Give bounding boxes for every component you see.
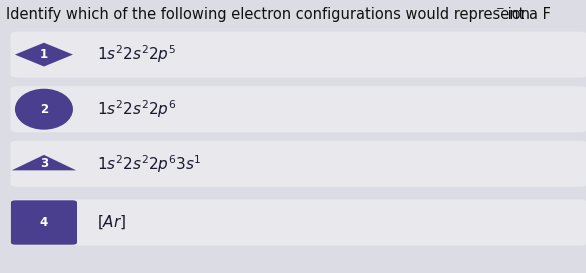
Text: $1s^{2}2s^{2}2p^{6}$: $1s^{2}2s^{2}2p^{6}$ [97,98,176,120]
FancyBboxPatch shape [11,86,586,132]
Text: −: − [496,4,505,14]
Text: $[Ar]$: $[Ar]$ [97,214,126,231]
Text: $1s^{2}2s^{2}2p^{6}3s^{1}$: $1s^{2}2s^{2}2p^{6}3s^{1}$ [97,153,202,175]
Text: 4: 4 [40,216,48,229]
FancyBboxPatch shape [11,200,77,245]
Ellipse shape [15,89,73,130]
FancyBboxPatch shape [11,31,586,78]
Text: 2: 2 [40,103,48,116]
FancyBboxPatch shape [11,199,586,246]
Polygon shape [12,155,76,170]
Text: ion: ion [503,7,530,22]
Text: $1s^{2}2s^{2}2p^{5}$: $1s^{2}2s^{2}2p^{5}$ [97,44,176,66]
Text: Identify which of the following electron configurations would represent a F: Identify which of the following electron… [6,7,551,22]
Polygon shape [15,43,73,67]
FancyBboxPatch shape [11,141,586,187]
Text: 3: 3 [40,157,48,170]
Text: 1: 1 [40,48,48,61]
